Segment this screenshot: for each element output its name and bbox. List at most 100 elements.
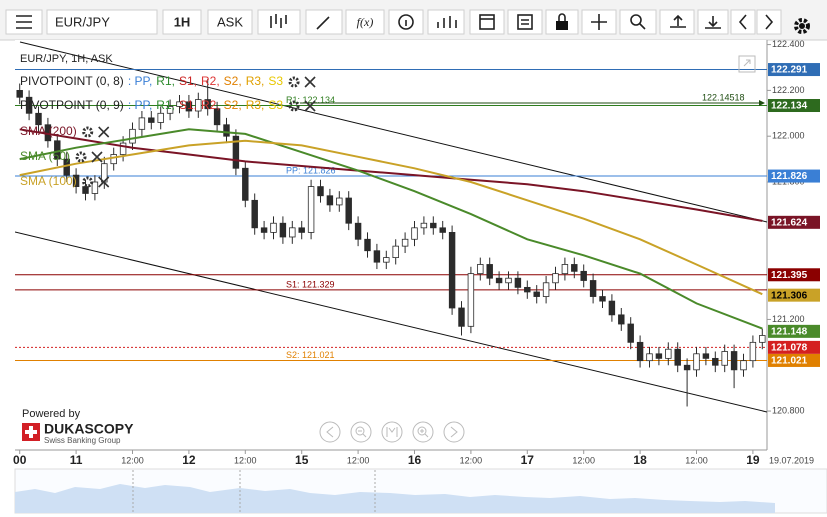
upload-button[interactable] [659,9,695,35]
indicator-part: : PP, [128,74,152,88]
reset[interactable] [381,421,403,443]
candle-body [618,314,625,325]
candle-body [213,108,221,126]
brand-tagline: Swiss Banking Group [44,436,121,445]
logo-cross [25,426,37,438]
candle-body [665,348,672,359]
indicator-part: S3 [268,74,283,88]
candle-body [298,227,305,233]
gear-icon[interactable] [82,126,94,138]
side-select[interactable]: ASK [207,9,253,35]
price-tag [768,268,820,282]
period-select[interactable]: 1H [162,9,202,35]
remove-icon[interactable] [304,76,316,88]
candle-body [260,227,268,233]
indicator-name: PIVOTPOINT (0, 9) [20,98,124,112]
y-tick-label: 122.000 [772,131,805,141]
gear-icon[interactable] [288,76,300,88]
scroll-left[interactable] [319,421,341,443]
candle-body [401,238,409,247]
candle-body [373,250,381,263]
zoom-out[interactable] [350,421,372,443]
draw-button[interactable] [305,9,343,35]
gear-icon[interactable] [288,100,300,112]
candle-body [148,117,155,123]
candle-body [392,245,399,258]
chart-type-button[interactable] [257,9,301,35]
navigation [319,421,465,443]
download-button[interactable] [697,9,729,35]
calendar-button[interactable] [469,9,505,35]
price-tag-label: 121.148 [771,326,808,337]
candle-body [486,264,493,279]
trend-line [19,41,767,223]
zoom-in[interactable] [412,421,434,443]
indicator-button[interactable]: f(x) [345,9,385,35]
back-button[interactable] [730,9,756,35]
candle-body [91,181,99,194]
gear-icon[interactable] [75,151,87,163]
indicator-part: R2, [201,98,220,112]
symbol-select[interactable]: EUR/JPY [46,9,158,35]
navigator-separators [132,470,376,512]
candle-body [712,357,719,366]
candle-body [307,186,315,233]
indicator-part: S2, [224,74,242,88]
candle-body [580,270,587,281]
candle-body [721,351,728,366]
x-tick-label: 15 [295,453,309,467]
candle-body [317,186,324,197]
candle-body [655,353,663,359]
price-tag-label: 121.306 [771,290,808,301]
powered-by: Powered by [22,408,81,420]
indicator-part: : PP, [128,98,152,112]
gear-icon[interactable] [82,176,94,188]
remove-icon[interactable] [91,151,103,163]
indicator-part: R3, [246,74,265,88]
price-tag [768,63,820,77]
candle-body [561,264,569,275]
fx-label: f(x) [357,15,374,29]
news-button[interactable] [507,9,543,35]
x-tick-label: 11 [70,453,83,467]
popout-button[interactable] [738,55,756,73]
x-tick-label: 16 [408,453,422,467]
candle-body [571,264,578,272]
candle-body [505,277,512,284]
candle-body [646,353,653,362]
candle-body [185,101,193,112]
price-tag-label: 121.624 [771,217,808,228]
candle-body [82,186,89,194]
menu-button[interactable] [5,9,43,35]
candle-body [176,101,183,107]
lock-button[interactable] [545,9,579,35]
remove-icon[interactable] [98,126,110,138]
forward-button[interactable] [756,9,782,35]
crosshair-button[interactable] [581,9,617,35]
info-button[interactable] [388,9,424,35]
remove-icon[interactable] [98,176,110,188]
indicator-part: R1, [156,98,175,112]
settings-button[interactable] [794,18,810,34]
sma-line [19,139,763,296]
stats-button[interactable] [427,9,465,35]
trend-lines [15,41,767,413]
indicator-part: R3, [246,98,265,112]
x-tick-label: 12:00 [121,455,144,465]
indicator-name: PIVOTPOINT (0, 8) [20,74,124,88]
candle-body [279,222,287,238]
scroll-right[interactable] [443,421,465,443]
candle-body [204,99,211,110]
x-tick-label: 12:00 [685,455,708,465]
indicator-part: S1, [179,74,197,88]
sma-line [19,128,763,330]
remove-icon[interactable] [304,100,316,112]
zoom-button[interactable] [619,9,657,35]
candle-body [157,112,164,123]
candle-body [270,222,277,233]
candle-body [749,341,757,362]
candle-body [542,282,550,297]
price-tag [768,340,820,354]
candle-body [683,364,691,371]
